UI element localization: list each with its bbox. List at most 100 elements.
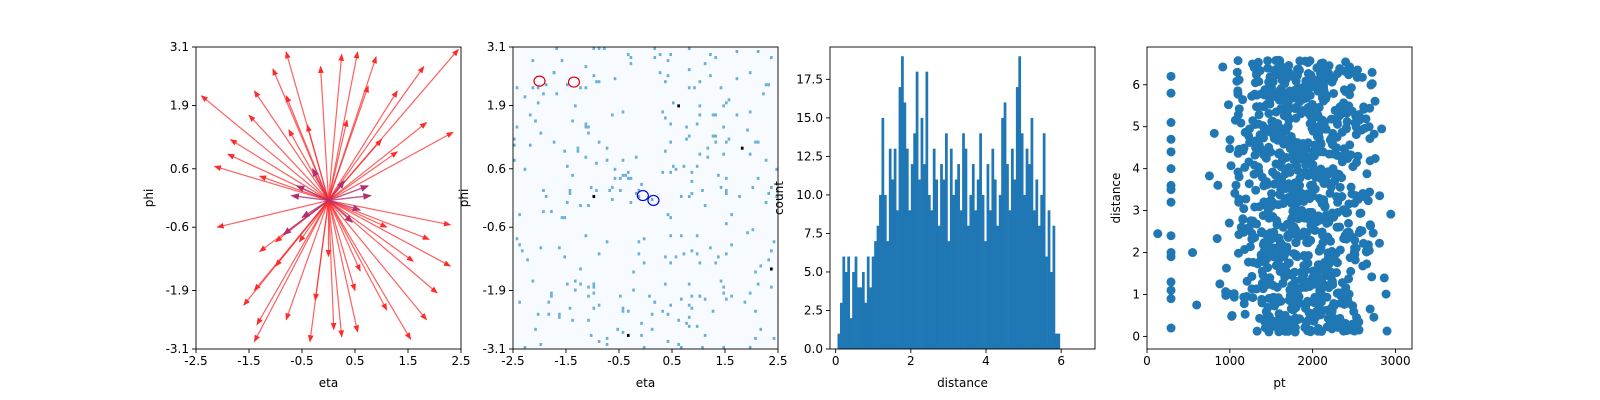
heatmap-cell: [584, 125, 588, 129]
scatter-point: [1166, 197, 1176, 207]
heatmap-cell: [650, 312, 654, 316]
heatmap-cell: [534, 119, 537, 123]
short-arrow: [327, 180, 345, 201]
heatmap-cell: [619, 188, 622, 192]
scatter-point: [1294, 298, 1304, 308]
scatter-point: [1272, 216, 1282, 226]
scatter-point: [1209, 128, 1219, 138]
y-tick-label: 2: [1132, 246, 1140, 260]
histogram-bar: [932, 148, 936, 349]
histogram-bar: [923, 164, 926, 349]
heatmap-cell: [523, 95, 527, 99]
y-tick-label: 10.0: [796, 188, 823, 202]
heatmap-cell: [650, 198, 654, 202]
scatter-point: [1166, 294, 1176, 304]
heatmap-cell: [536, 101, 540, 105]
arrow: [328, 131, 454, 201]
x-tick-label: -1.5: [237, 354, 260, 368]
heatmap-cell: [672, 101, 675, 105]
heatmap-cell: [711, 134, 715, 138]
arrow: [327, 200, 356, 292]
scatter-point: [1257, 278, 1267, 288]
heatmap-cell: [714, 134, 718, 138]
heatmap-cell: [592, 291, 596, 295]
scatter-point: [1301, 160, 1311, 170]
scatter-point: [1357, 125, 1367, 135]
arrow: [216, 199, 329, 229]
scatter-point: [1293, 165, 1303, 175]
heatmap-cell: [748, 152, 752, 156]
histogram-bar: [839, 302, 843, 349]
heatmap-cell: [523, 345, 527, 349]
scatter-point: [1346, 266, 1356, 276]
scatter-point: [1245, 242, 1255, 252]
scatter-point: [1250, 150, 1260, 160]
heatmap-cell: [679, 234, 683, 238]
histogram-bar: [1008, 210, 1012, 349]
y-tick-label: 5.0: [804, 265, 823, 279]
heatmap-cell: [709, 53, 712, 57]
arrow: [248, 114, 329, 201]
scatter-point: [1299, 261, 1309, 271]
heatmap-cell: [597, 339, 601, 343]
heatmap-cell: [595, 188, 598, 192]
heatmap-cell: [754, 270, 757, 274]
histogram-bar: [942, 179, 946, 349]
scatter-point: [1233, 56, 1243, 66]
heatmap-cell: [603, 47, 606, 51]
scatter-point: [1341, 87, 1351, 97]
heatmap-cell: [626, 176, 630, 180]
y-tick-label: 0: [1132, 329, 1140, 343]
heatmap-cell: [703, 62, 707, 66]
scatter-point: [1317, 262, 1327, 272]
scatter-point: [1333, 207, 1343, 217]
scatter-point: [1248, 293, 1258, 303]
scatter-point: [1323, 170, 1333, 180]
heatmap-cell: [621, 309, 625, 313]
scatter-point: [1254, 110, 1264, 120]
short-arrow: [328, 193, 372, 202]
heatmap-cell: [637, 252, 641, 256]
heatmap-cell: [626, 170, 630, 174]
scatter-point: [1289, 229, 1299, 239]
scatter-point: [1344, 274, 1354, 284]
scatter-point: [1166, 285, 1176, 295]
heatmap-cell: [563, 149, 566, 153]
heatmap-cell: [770, 285, 773, 289]
heatmap-cell: [653, 56, 657, 60]
histogram-bar: [879, 194, 882, 349]
scatter-point: [1308, 210, 1318, 220]
heatmap-cell: [719, 279, 723, 283]
x-tick-label: 0.5: [345, 354, 364, 368]
heatmap-cell: [518, 300, 521, 304]
heatmap-cell: [624, 173, 627, 177]
heatmap-cell: [679, 345, 683, 349]
arrow: [328, 199, 388, 228]
scatter-point: [1329, 88, 1339, 98]
blue-circle: [647, 194, 660, 207]
scatter-point: [1292, 252, 1302, 262]
short-arrow: [295, 185, 329, 202]
heatmap-cell: [756, 282, 760, 286]
scatter-point: [1166, 71, 1176, 81]
scatter-point: [1313, 280, 1323, 290]
scatter-point: [1269, 227, 1279, 237]
heatmap-cell: [634, 191, 638, 195]
heatmap-cell: [642, 237, 646, 241]
x-tick-label: 1.5: [715, 354, 734, 368]
histogram-bar: [881, 117, 885, 349]
scatter-point: [1277, 155, 1287, 165]
heatmap-cell: [566, 282, 569, 286]
heatmap-cell: [679, 194, 683, 198]
scatter-point: [1278, 222, 1288, 232]
scatter-point: [1274, 233, 1284, 243]
x-tick-label: 0: [1143, 354, 1151, 368]
scatter-point: [1338, 100, 1348, 110]
y-tick-label: 12.5: [796, 149, 823, 163]
scatter-point: [1308, 126, 1318, 136]
scatter-point: [1303, 326, 1313, 336]
heatmap-cell: [523, 167, 527, 171]
x-tick-label: 4: [982, 354, 990, 368]
scatter-point: [1275, 56, 1285, 66]
histogram-bar: [925, 71, 929, 349]
